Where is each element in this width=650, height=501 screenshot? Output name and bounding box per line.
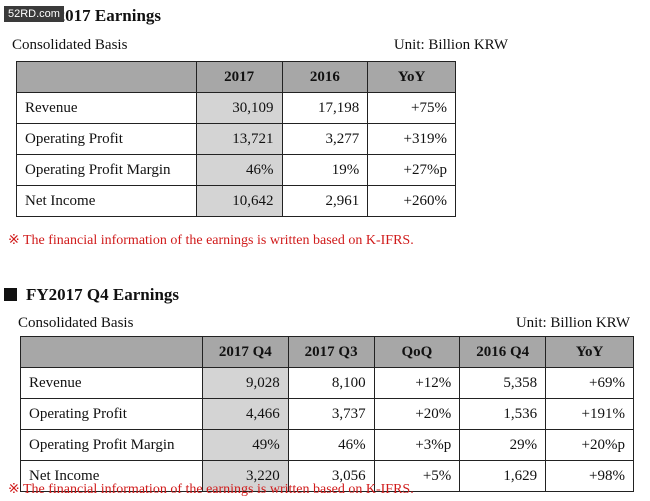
table-cell: 8,100 xyxy=(287,367,375,399)
table-cell: +191% xyxy=(545,398,634,430)
section2-title-text: FY2017 Q4 Earnings xyxy=(26,285,180,304)
table-cell: +27%p xyxy=(367,154,456,186)
table-cell: 17,198 xyxy=(281,92,369,124)
header-cell: QoQ xyxy=(373,336,461,368)
header-cell: 2017 Q4 xyxy=(201,336,289,368)
section2-note: ※ The financial information of the earni… xyxy=(8,482,414,497)
section1-table: 2017 2016 YoY Revenue 30,109 17,198 +75%… xyxy=(16,61,456,217)
watermark: 52RD.com xyxy=(4,6,64,22)
header-cell: 2017 xyxy=(195,61,283,93)
table-cell: 1,629 xyxy=(459,460,547,492)
table-cell: +69% xyxy=(545,367,634,399)
table-row: Net Income 10,642 2,961 +260% xyxy=(16,185,456,217)
table-cell: 4,466 xyxy=(201,398,289,430)
table-cell: 13,721 xyxy=(195,123,283,155)
table-header-row: 2017 2016 YoY xyxy=(16,61,456,93)
row-label: Net Income xyxy=(20,460,203,492)
section1-note: ※ The financial information of the earni… xyxy=(8,233,414,248)
table-cell: 10,642 xyxy=(195,185,283,217)
table-cell: 3,056 xyxy=(287,460,375,492)
table-cell: +319% xyxy=(367,123,456,155)
table-cell: 9,028 xyxy=(201,367,289,399)
table-cell: 3,277 xyxy=(281,123,369,155)
table-cell: 1,536 xyxy=(459,398,547,430)
table-cell: +20%p xyxy=(545,429,634,461)
table-cell: +260% xyxy=(367,185,456,217)
table-cell: +98% xyxy=(545,460,634,492)
table-cell: 19% xyxy=(281,154,369,186)
header-cell: 2016 Q4 xyxy=(459,336,547,368)
row-label: Operating Profit Margin xyxy=(16,154,197,186)
section2-table: 2017 Q4 2017 Q3 QoQ 2016 Q4 YoY Revenue … xyxy=(20,336,634,492)
header-cell: YoY xyxy=(367,61,456,93)
table-cell: +5% xyxy=(373,460,461,492)
table-row: Revenue 9,028 8,100 +12% 5,358 +69% xyxy=(20,367,634,399)
section1-basis: Consolidated Basis xyxy=(12,37,128,53)
section2-unit: Unit: Billion KRW xyxy=(515,315,630,331)
row-label: Operating Profit xyxy=(20,398,203,430)
table-cell: 29% xyxy=(459,429,547,461)
header-cell: YoY xyxy=(545,336,634,368)
table-cell: 46% xyxy=(195,154,283,186)
table-cell: 5,358 xyxy=(459,367,547,399)
row-label: Revenue xyxy=(20,367,203,399)
row-label: Revenue xyxy=(16,92,197,124)
table-cell: 3,220 xyxy=(201,460,289,492)
header-cell: 2016 xyxy=(281,61,369,93)
table-cell: 49% xyxy=(201,429,289,461)
table-row: Revenue 30,109 17,198 +75% xyxy=(16,92,456,124)
table-cell: 30,109 xyxy=(195,92,283,124)
table-header-row: 2017 Q4 2017 Q3 QoQ 2016 Q4 YoY xyxy=(20,336,634,368)
header-blank xyxy=(20,336,203,368)
header-blank xyxy=(16,61,197,93)
table-cell: 3,737 xyxy=(287,398,375,430)
square-bullet-icon xyxy=(4,288,17,301)
table-cell: +75% xyxy=(367,92,456,124)
table-row: Operating Profit 4,466 3,737 +20% 1,536 … xyxy=(20,398,634,430)
section1-unit: Unit: Billion KRW xyxy=(393,37,508,53)
row-label: Net Income xyxy=(16,185,197,217)
section2-title: FY2017 Q4 Earnings xyxy=(4,285,179,305)
table-cell: +20% xyxy=(373,398,461,430)
row-label: Operating Profit xyxy=(16,123,197,155)
section1-title-text: FY2017 Earnings xyxy=(34,6,162,25)
section2-basis: Consolidated Basis xyxy=(18,315,134,331)
header-cell: 2017 Q3 xyxy=(287,336,375,368)
table-row: Operating Profit 13,721 3,277 +319% xyxy=(16,123,456,155)
table-cell: 2,961 xyxy=(281,185,369,217)
table-cell: 46% xyxy=(287,429,375,461)
table-row: Operating Profit Margin 49% 46% +3%p 29%… xyxy=(20,429,634,461)
table-cell: +12% xyxy=(373,367,461,399)
row-label: Operating Profit Margin xyxy=(20,429,203,461)
table-row: Operating Profit Margin 46% 19% +27%p xyxy=(16,154,456,186)
table-row: Net Income 3,220 3,056 +5% 1,629 +98% xyxy=(20,460,634,492)
table-cell: +3%p xyxy=(373,429,461,461)
